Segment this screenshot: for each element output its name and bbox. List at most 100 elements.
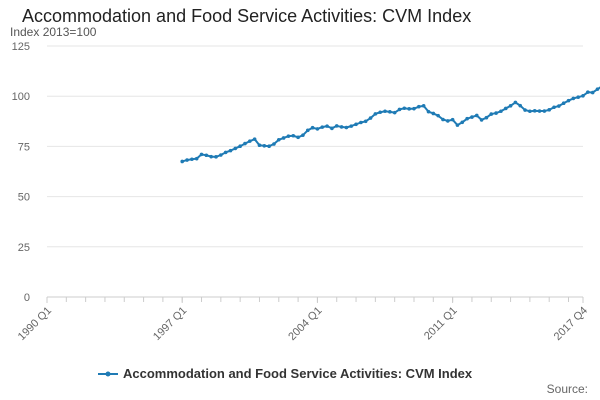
- data-point: [392, 110, 397, 115]
- data-point: [204, 153, 209, 158]
- y-tick-label: 75: [18, 141, 30, 153]
- data-point: [243, 141, 247, 146]
- data-point: [257, 143, 262, 147]
- legend-swatch: [98, 371, 118, 376]
- data-point: [576, 95, 580, 99]
- data-point: [489, 112, 494, 116]
- data-point: [248, 139, 252, 143]
- data-point: [194, 156, 199, 161]
- data-point: [566, 98, 571, 103]
- axes: 0 25 50 75 100 125 1990 Q1 1997 Q1 2004 Q1 2011 Q…: [12, 41, 590, 343]
- data-point: [368, 116, 373, 120]
- data-point: [470, 115, 474, 119]
- series-layer: [180, 86, 600, 164]
- data-point: [518, 103, 523, 108]
- x-tick-label: 1997 Q1: [151, 305, 189, 343]
- data-point: [339, 125, 344, 129]
- data-point: [291, 133, 296, 138]
- data-point: [233, 146, 238, 151]
- data-point: [513, 100, 518, 105]
- data-point: [450, 117, 455, 122]
- data-point: [421, 104, 426, 108]
- y-tick-label: 0: [24, 292, 30, 304]
- legend-label: Accommodation and Food Service Activitie…: [123, 366, 473, 381]
- data-point: [301, 133, 305, 137]
- gridlines: [47, 45, 583, 248]
- data-point: [214, 155, 218, 159]
- data-point: [359, 120, 363, 125]
- data-point: [484, 115, 489, 120]
- data-point: [581, 94, 585, 98]
- data-point: [552, 105, 556, 110]
- data-point: [590, 90, 595, 95]
- data-point: [286, 134, 291, 138]
- data-point: [547, 108, 551, 112]
- data-point: [417, 104, 421, 109]
- data-point: [190, 157, 194, 162]
- data-point: [479, 118, 484, 122]
- data-point: [252, 137, 257, 141]
- data-point: [219, 153, 223, 157]
- data-point: [349, 124, 354, 128]
- y-axis-label: Index 2013=100: [10, 25, 97, 39]
- data-point: [523, 108, 527, 112]
- data-point: [595, 87, 600, 91]
- data-point: [412, 106, 416, 111]
- x-tick-label: 2011 Q1: [422, 305, 460, 343]
- data-point: [537, 109, 542, 113]
- data-point: [528, 109, 532, 114]
- data-point: [402, 106, 407, 111]
- data-point: [267, 144, 271, 148]
- data-point: [441, 117, 445, 122]
- data-point: [330, 126, 334, 131]
- data-point: [262, 144, 267, 148]
- data-point: [281, 136, 286, 140]
- data-point: [557, 104, 561, 108]
- data-point: [426, 109, 431, 114]
- data-point: [185, 158, 189, 162]
- data-point: [388, 110, 392, 114]
- data-point: [320, 125, 325, 129]
- data-point: [494, 111, 498, 115]
- data-point: [431, 111, 436, 116]
- data-point: [586, 90, 590, 94]
- data-point: [296, 135, 300, 140]
- source-label: Source:: [546, 382, 588, 396]
- data-point: [334, 124, 339, 128]
- legend[interactable]: Accommodation and Food Service Activitie…: [97, 366, 472, 381]
- data-point: [383, 109, 387, 114]
- y-tick-label: 25: [18, 242, 30, 254]
- data-point: [228, 148, 233, 153]
- data-point: [354, 122, 358, 127]
- data-point: [223, 150, 228, 155]
- data-point: [315, 127, 320, 131]
- data-point: [373, 112, 378, 116]
- x-tick-label: 2017 Q4: [552, 305, 590, 343]
- data-point: [378, 110, 382, 115]
- x-tick-label: 1990 Q1: [16, 305, 54, 343]
- y-tick-label: 125: [12, 41, 30, 53]
- data-point: [474, 113, 479, 118]
- series-line: [181, 86, 600, 163]
- data-point: [465, 116, 469, 121]
- data-point: [460, 120, 465, 125]
- y-tick-label: 50: [18, 192, 30, 204]
- data-point: [397, 107, 402, 112]
- chart-title: Accommodation and Food Service Activitie…: [22, 6, 472, 26]
- data-point: [209, 154, 213, 159]
- data-point: [310, 125, 315, 130]
- data-point: [561, 101, 566, 106]
- data-point: [499, 109, 503, 114]
- data-point: [344, 125, 349, 130]
- data-point: [272, 142, 276, 146]
- data-point: [407, 107, 411, 111]
- data-point: [276, 137, 281, 142]
- y-tick-label: 100: [12, 91, 30, 103]
- data-point: [325, 124, 329, 128]
- data-point: [363, 119, 368, 124]
- data-point: [542, 109, 547, 113]
- data-point: [180, 159, 185, 164]
- data-point: [445, 119, 450, 123]
- data-point: [532, 109, 537, 113]
